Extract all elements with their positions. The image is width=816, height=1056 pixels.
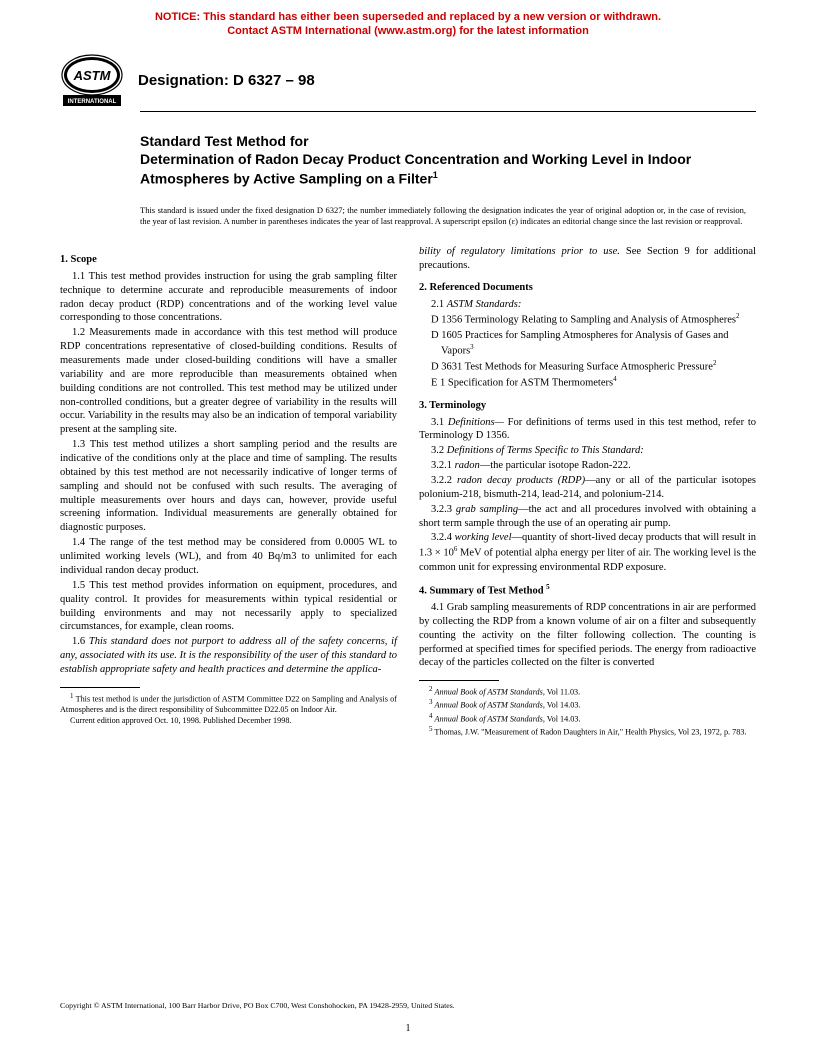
section-4-head: 4. Summary of Test Method 5 xyxy=(419,583,756,598)
issuance-note: This standard is issued under the fixed … xyxy=(0,193,816,227)
ref-d1605: D 1605 Practices for Sampling Atmosphere… xyxy=(441,329,756,358)
para-1-4: 1.4 The range of the test method may be … xyxy=(60,536,397,578)
left-column: 1. Scope 1.1 This test method provides i… xyxy=(60,245,397,738)
copyright: Copyright © ASTM International, 100 Barr… xyxy=(60,1001,756,1010)
title-main: Determination of Radon Decay Product Con… xyxy=(140,150,746,188)
ref-e1: E 1 Specification for ASTM Thermometers4 xyxy=(441,375,756,390)
svg-text:ASTM: ASTM xyxy=(73,68,112,83)
ref-d3631: D 3631 Test Methods for Measuring Surfac… xyxy=(441,359,756,374)
para-3-2-3: 3.2.3 grab sampling—the act and all proc… xyxy=(419,503,756,531)
notice-banner: NOTICE: This standard has either been su… xyxy=(0,0,816,45)
footnote-rule-left xyxy=(60,687,140,688)
footnotes-right: 2 Annual Book of ASTM Standards, Vol 11.… xyxy=(419,685,756,738)
para-1-6-cont: bility of regulatory limitations prior t… xyxy=(419,245,756,273)
footnote-2: 2 Annual Book of ASTM Standards, Vol 11.… xyxy=(419,685,756,698)
footnote-3: 3 Annual Book of ASTM Standards, Vol 14.… xyxy=(419,698,756,711)
footnote-5: 5 Thomas, J.W. "Measurement of Radon Dau… xyxy=(419,725,756,738)
footnote-1b: Current edition approved Oct. 10, 1998. … xyxy=(60,716,397,727)
ref-2-1: 2.1 ASTM Standards: xyxy=(419,298,756,312)
section-2-head: 2. Referenced Documents xyxy=(419,281,756,295)
section-3-head: 3. Terminology xyxy=(419,399,756,413)
header: ASTM INTERNATIONAL Designation: D 6327 –… xyxy=(0,45,816,109)
svg-text:INTERNATIONAL: INTERNATIONAL xyxy=(68,99,117,105)
footnote-4: 4 Annual Book of ASTM Standards, Vol 14.… xyxy=(419,712,756,725)
footnote-rule-right xyxy=(419,680,499,681)
para-1-6: 1.6 This standard does not purport to ad… xyxy=(60,635,397,677)
title-prefix: Standard Test Method for xyxy=(140,132,746,151)
para-3-1: 3.1 Definitions— For definitions of term… xyxy=(419,416,756,444)
astm-logo: ASTM INTERNATIONAL xyxy=(60,53,124,109)
para-1-2: 1.2 Measurements made in accordance with… xyxy=(60,326,397,437)
footnotes-left: 1 This test method is under the jurisdic… xyxy=(60,692,397,726)
notice-line2: Contact ASTM International (www.astm.org… xyxy=(227,25,589,37)
para-3-2: 3.2 Definitions of Terms Specific to Thi… xyxy=(419,444,756,458)
para-4-1: 4.1 Grab sampling measurements of RDP co… xyxy=(419,601,756,670)
para-3-2-2: 3.2.2 radon decay products (RDP)—any or … xyxy=(419,474,756,502)
para-3-2-1: 3.2.1 radon—the particular isotope Radon… xyxy=(419,459,756,473)
designation: Designation: D 6327 – 98 xyxy=(138,72,315,89)
page-number: 1 xyxy=(0,1023,816,1034)
para-3-2-4: 3.2.4 working level—quantity of short-li… xyxy=(419,531,756,574)
footnote-1: 1 This test method is under the jurisdic… xyxy=(60,692,397,716)
para-1-1: 1.1 This test method provides instructio… xyxy=(60,270,397,325)
para-1-3: 1.3 This test method utilizes a short sa… xyxy=(60,438,397,535)
notice-line1: NOTICE: This standard has either been su… xyxy=(155,11,661,23)
ref-d1356: D 1356 Terminology Relating to Sampling … xyxy=(441,312,756,327)
para-1-5: 1.5 This test method provides informatio… xyxy=(60,579,397,634)
right-column: bility of regulatory limitations prior t… xyxy=(419,245,756,738)
title-block: Standard Test Method for Determination o… xyxy=(0,112,816,193)
section-1-head: 1. Scope xyxy=(60,253,397,267)
body-columns: 1. Scope 1.1 This test method provides i… xyxy=(0,227,816,738)
